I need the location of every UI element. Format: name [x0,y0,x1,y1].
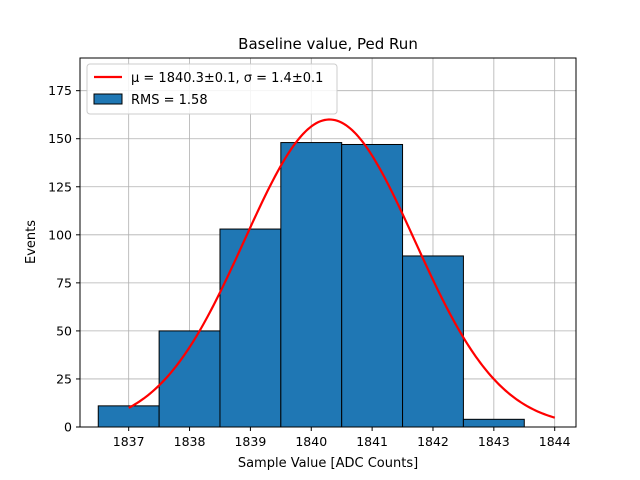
legend-histogram-swatch [93,93,123,105]
x-tick-label: 1837 [113,434,145,449]
y-tick-label: 25 [56,371,72,386]
histogram-bar [402,255,464,428]
y-axis-label: Events [24,220,39,264]
legend-box [86,63,338,115]
x-tick-label: 1841 [356,434,388,449]
y-tick-label: 125 [48,179,72,194]
y-axis-ticks: 0 25 50 75 100 125 150 175 [48,83,80,435]
histogram-bar [462,418,525,428]
x-tick-label: 1838 [174,434,206,449]
y-tick-label: 0 [64,420,72,435]
histogram-bar [280,142,343,428]
x-tick-label: 1843 [478,434,510,449]
x-tick-label: 1844 [539,434,571,449]
chart-title: Baseline value, Ped Run [238,35,418,53]
x-tick-label: 1842 [417,434,449,449]
histogram-bar [341,143,404,428]
gaussian-fit-curve [128,118,556,419]
plot-frame [79,57,577,428]
y-tick-label: 50 [56,323,72,338]
histogram-bar [97,405,160,428]
x-axis-ticks: 1837 1838 1839 1840 1841 1842 1843 1844 [113,427,571,449]
x-tick-label: 1840 [295,434,327,449]
x-tick-label: 1839 [234,434,266,449]
legend-fit-label: μ = 1840.3±0.1, σ = 1.4±0.1 [131,71,323,86]
legend: μ = 1840.3±0.1, σ = 1.4±0.1 RMS = 1.58 [86,63,338,115]
y-tick-label: 75 [56,275,72,290]
y-tick-label: 100 [48,227,72,242]
x-axis-label: Sample Value [ADC Counts] [238,456,418,471]
legend-histogram-label: RMS = 1.58 [131,93,208,108]
histogram-bar [219,228,282,428]
y-tick-label: 175 [48,83,72,98]
y-tick-label: 150 [48,131,72,146]
